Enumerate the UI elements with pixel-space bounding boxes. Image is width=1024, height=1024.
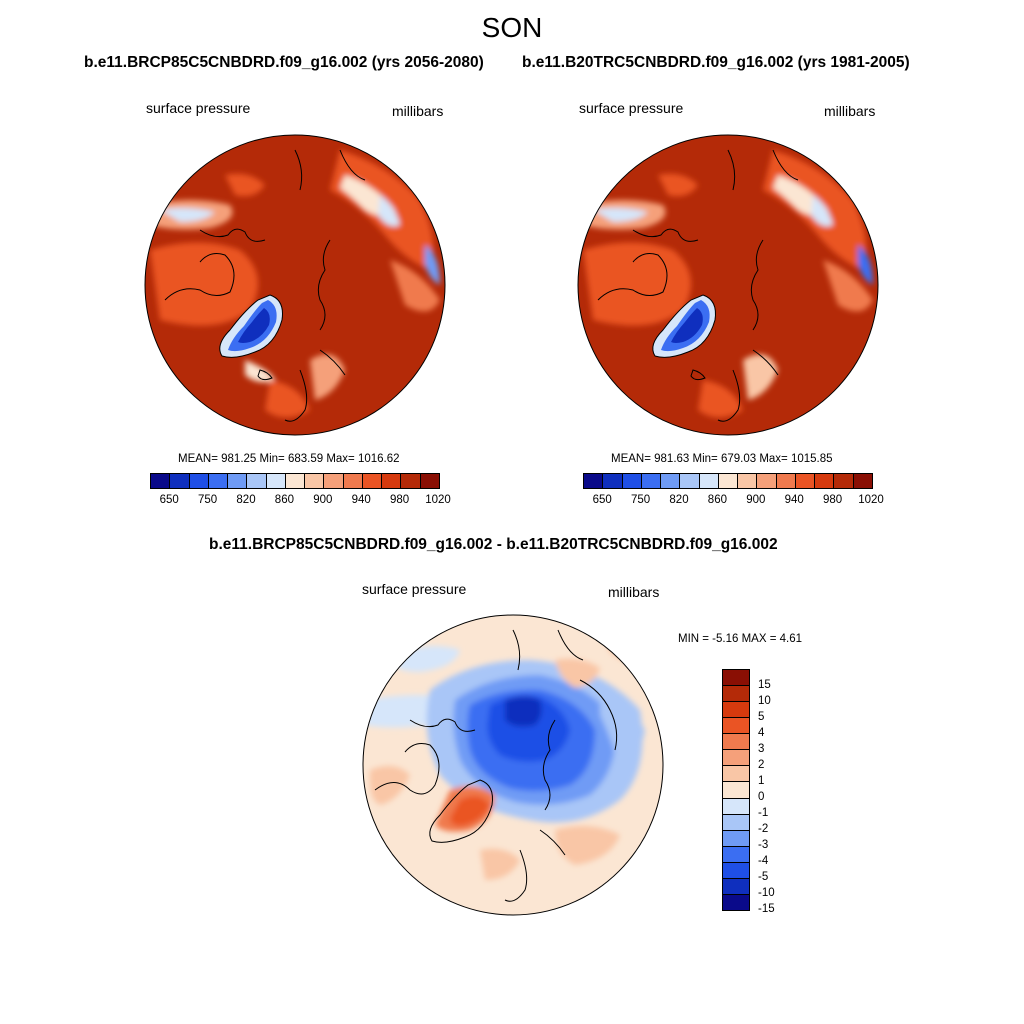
abs-colorbar-swatch [776,474,796,488]
abs-colorbar-swatch [305,474,325,488]
abs-colorbar-tick-label: 940 [784,494,804,506]
abs-colorbar-tick-label: 820 [669,494,689,506]
diff-colorbar-swatch [723,670,749,687]
diff-colorbar-tick-label: -4 [758,855,769,867]
abs-colorbar-swatch [151,474,171,488]
diff-colorbar-swatch [723,702,749,719]
diff-colorbar-swatch [723,718,749,735]
abs-colorbar-swatch [815,474,835,488]
colorbar-difference [722,669,750,911]
abs-colorbar-swatch [420,474,439,488]
diff-colorbar-swatch [723,846,749,863]
abs-colorbar-swatch [208,474,229,488]
abs-colorbar-swatch [622,474,642,488]
diff-colorbar-tick-label: 15 [758,679,771,691]
abs-colorbar-swatch [680,474,700,488]
abs-colorbar-tick-label: 860 [707,494,727,506]
abs-colorbar-tick-label: 980 [390,494,410,506]
panel-historical-left-label: surface pressure [579,100,684,116]
abs-colorbar-swatch [247,474,267,488]
abs-colorbar-swatch [343,474,363,488]
colorbar-historical [583,473,873,489]
diff-colorbar-swatch [723,878,749,895]
diff-colorbar-swatch [723,750,749,767]
abs-colorbar-swatch [699,474,719,488]
panel-difference-stats: MIN = -5.16 MAX = 4.61 [678,633,803,645]
abs-colorbar-swatch [266,474,286,488]
diff-colorbar-tick-label: -10 [758,887,775,899]
panel-future-units-label: millibars [392,103,444,119]
abs-colorbar-tick-label: 900 [746,494,766,506]
abs-colorbar-swatch [189,474,209,488]
map-future [145,135,445,435]
abs-colorbar-swatch [401,474,421,488]
abs-colorbar-swatch [641,474,662,488]
abs-colorbar-tick-label: 940 [351,494,371,506]
diff-colorbar-swatch [723,814,749,831]
panel-difference-left-label: surface pressure [362,581,467,597]
panel-future-left-label: surface pressure [146,100,251,116]
diff-colorbar-swatch [723,766,749,783]
diff-colorbar-tick-label: -3 [758,839,769,851]
panel-historical-stats: MEAN= 981.63 Min= 679.03 Max= 1015.85 [611,453,833,465]
abs-colorbar-tick-label: 860 [274,494,294,506]
abs-colorbar-tick-label: 650 [159,494,179,506]
figure-title: SON [481,12,543,43]
abs-colorbar-tick-label: 1020 [425,494,451,506]
panel-difference-units-label: millibars [608,584,660,600]
diff-colorbar-swatch [723,782,749,799]
abs-colorbar-swatch [362,474,383,488]
abs-colorbar-swatch [382,474,402,488]
diff-colorbar-swatch [723,894,749,910]
abs-colorbar-tick-label: 900 [313,494,333,506]
panel-future-stats: MEAN= 981.25 Min= 683.59 Max= 1016.62 [178,453,400,465]
abs-colorbar-swatch [757,474,777,488]
map-difference [363,615,663,915]
panel-difference-title: b.e11.BRCP85C5CNBDRD.f09_g16.002 - b.e11… [209,536,778,553]
abs-colorbar-swatch [718,474,739,488]
abs-colorbar-swatch [603,474,623,488]
abs-colorbar-swatch [795,474,816,488]
abs-colorbar-tick-label: 1020 [858,494,884,506]
map-historical [578,135,878,435]
diff-colorbar-tick-label: 10 [758,695,771,707]
diff-colorbar-swatch [723,798,749,815]
abs-colorbar-swatch [285,474,306,488]
diff-colorbar-tick-label: 4 [758,727,765,739]
diff-colorbar-tick-label: 2 [758,759,765,771]
diff-colorbar-tick-label: 0 [758,791,765,803]
abs-colorbar-tick-label: 750 [198,494,218,506]
diff-colorbar-tick-label: -15 [758,903,775,915]
abs-colorbar-swatch [738,474,758,488]
abs-colorbar-swatch [853,474,872,488]
panel-historical-units-label: millibars [824,103,876,119]
colorbar-future [150,473,440,489]
abs-colorbar-tick-label: 750 [631,494,651,506]
diff-colorbar-tick-label: -1 [758,807,769,819]
abs-colorbar-swatch [834,474,854,488]
abs-colorbar-swatch [170,474,190,488]
abs-colorbar-swatch [584,474,604,488]
panel-future-title: b.e11.BRCP85C5CNBDRD.f09_g16.002 (yrs 20… [84,54,484,71]
abs-colorbar-swatch [324,474,344,488]
diff-colorbar-tick-label: 5 [758,711,765,723]
panel-historical-title: b.e11.B20TRC5CNBDRD.f09_g16.002 (yrs 198… [522,54,910,71]
diff-colorbar-swatch [723,686,749,703]
diff-colorbar-swatch [723,830,749,847]
diff-colorbar-swatch [723,734,749,751]
diff-colorbar-tick-label: -5 [758,871,769,883]
abs-colorbar-swatch [228,474,248,488]
abs-colorbar-tick-label: 980 [823,494,843,506]
diff-colorbar-swatch [723,862,749,879]
abs-colorbar-tick-label: 650 [592,494,612,506]
diff-colorbar-tick-label: 1 [758,775,765,787]
diff-colorbar-tick-label: -2 [758,823,769,835]
diff-colorbar-tick-label: 3 [758,743,765,755]
abs-colorbar-swatch [661,474,681,488]
abs-colorbar-tick-label: 820 [236,494,256,506]
